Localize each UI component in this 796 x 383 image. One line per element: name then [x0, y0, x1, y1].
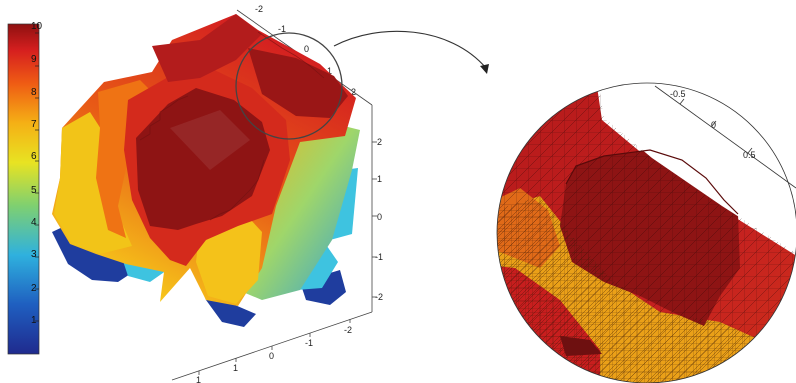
bottom-axis-tick-label: 0	[269, 351, 274, 361]
colorbar-tick-label: 4	[31, 217, 37, 228]
colorbar-gradient	[7, 23, 40, 355]
top-axis-tick-label: 0	[304, 44, 309, 54]
bottom-axis-tick-label: 1	[233, 363, 238, 373]
zoom-region-circle	[235, 32, 343, 140]
colorbar-tick-label: 10	[31, 21, 43, 32]
z-tick-label: -2	[375, 292, 383, 302]
colorbar-tick-label: 9	[31, 54, 37, 65]
bottom-axis-tick-label: -2	[344, 325, 352, 335]
surface-dark-red-region	[152, 14, 262, 82]
z-tick-label: 0	[377, 212, 382, 222]
top-axis-tick-label: 1	[327, 66, 332, 76]
colorbar-tick-label: 6	[31, 151, 37, 162]
main-surface-plot: 2 1 0 -1 -2 1 1 0 -1 -2 -2 -1 0 1 2	[52, 4, 383, 383]
colorbar-tick-label: 1	[31, 315, 37, 326]
zoom-axis	[654, 85, 796, 189]
z-tick-label: 2	[377, 137, 382, 147]
zoom-axis-tick-label: 0	[711, 120, 716, 130]
surface-dark-red-region	[136, 88, 270, 230]
top-axis-tick-label: -1	[278, 24, 286, 34]
colorbar: 10 9 8 7 6 5 4 3 2 1	[7, 21, 43, 355]
zoom-axis-tick-label: 0.5	[743, 150, 756, 160]
colorbar-tick-label: 3	[31, 249, 37, 260]
zoom-mesh-view: -0.5 0 0.5	[496, 82, 796, 383]
z-tick-label: 1	[377, 174, 382, 184]
zoom-arrow	[333, 30, 489, 74]
bottom-axis-tick-label: -1	[305, 338, 313, 348]
surface-step-edges	[139, 31, 325, 221]
surface-shading	[170, 110, 250, 170]
bottom-axis-tick-label: 1	[196, 375, 201, 383]
zoom-view-border	[496, 82, 796, 383]
surface-dark-red-region	[248, 48, 348, 118]
colorbar-tick-label: 8	[31, 87, 37, 98]
colorbar-ticks	[35, 32, 39, 322]
zoom-axis-tick-label: -0.5	[670, 89, 686, 99]
z-tick-label: -1	[375, 252, 383, 262]
colorbar-tick-label: 2	[31, 283, 37, 294]
top-axis-tick-label: -2	[255, 4, 263, 14]
top-axis-tick-label: 2	[351, 87, 356, 97]
colorbar-tick-label: 7	[31, 119, 37, 130]
colorbar-tick-label: 5	[31, 185, 37, 196]
